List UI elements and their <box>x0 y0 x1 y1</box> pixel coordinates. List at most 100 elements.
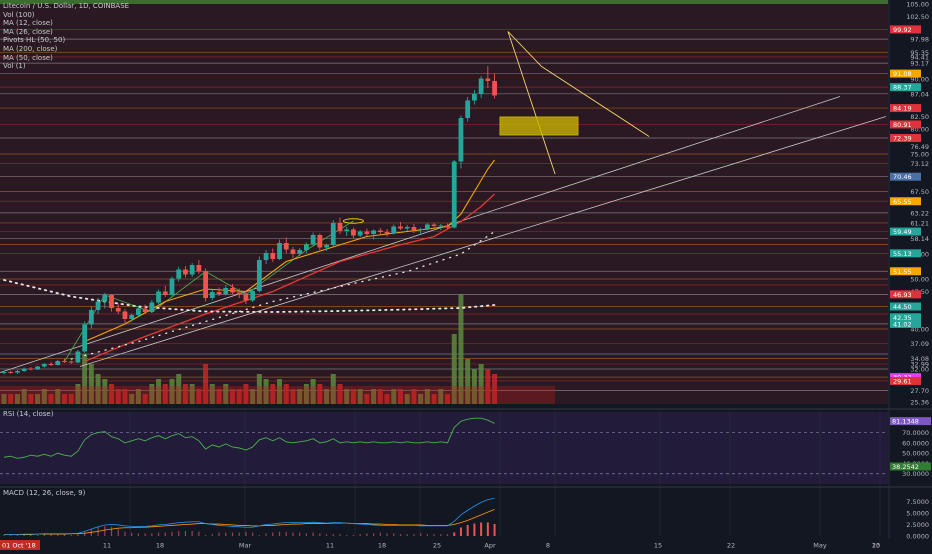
volume-bar <box>337 384 343 404</box>
candle-body <box>136 308 141 315</box>
macd-histogram-bar <box>238 532 240 536</box>
macd-histogram-bar <box>43 534 45 536</box>
volume-bar <box>61 394 67 404</box>
price-tick-label: 80.00 <box>910 126 929 134</box>
volume-bar <box>48 394 54 404</box>
volume-bar <box>391 389 397 404</box>
candle-body <box>109 295 114 308</box>
indicator-ma-200[interactable]: MA (200, close) <box>3 44 58 53</box>
macd-histogram-bar <box>258 535 260 536</box>
indicator-ma-26[interactable]: MA (26, close) <box>3 27 53 36</box>
macd-histogram-bar <box>211 534 213 536</box>
volume-bar <box>458 294 464 404</box>
price-tag <box>890 302 921 311</box>
candle-body <box>95 301 101 310</box>
macd-histogram-bar <box>493 524 496 536</box>
rsi-low-label: 38.2542 <box>892 463 919 471</box>
volume-bar <box>303 384 309 404</box>
macd-histogram-bar <box>359 534 361 536</box>
macd-tick-label: 5.0000 <box>906 510 929 518</box>
price-tag <box>890 313 921 322</box>
candle-body <box>115 308 121 312</box>
macd-legend[interactable]: MACD (12, 26, close, 9) <box>3 489 86 497</box>
volume-bar <box>350 389 356 404</box>
time-tick-label: 13 <box>872 542 880 550</box>
candle-body <box>384 232 390 234</box>
indicator-ma-50[interactable]: MA (50, close) <box>3 53 53 62</box>
candle-body <box>209 292 215 298</box>
macd-histogram-bar <box>70 535 72 536</box>
trend-line <box>0 96 841 373</box>
rsi-legend[interactable]: RSI (14, close) <box>3 410 54 418</box>
price-tick-label: 95.35 <box>910 49 929 57</box>
volume-bar <box>438 389 444 404</box>
macd-histogram-bar <box>373 533 375 536</box>
volume-bar <box>35 394 41 404</box>
candle-body <box>129 315 135 319</box>
candle-body <box>283 243 289 250</box>
symbol-title[interactable]: Litecoin / U.S. Dollar, 1D, COINBASE <box>3 2 130 10</box>
macd-histogram-bar <box>339 534 341 536</box>
volume-bar <box>209 384 215 404</box>
volume-bar <box>270 384 276 404</box>
macd-histogram-bar <box>50 534 52 536</box>
candle-body <box>35 366 40 370</box>
volume-bar <box>216 389 222 404</box>
candle-body <box>62 361 67 362</box>
price-tag <box>890 69 921 78</box>
price-tick-label: 32.99 <box>910 361 929 369</box>
candle-body <box>183 269 188 275</box>
annotation-line <box>507 31 556 175</box>
macd-histogram-bar <box>413 534 415 536</box>
time-tick-label: 15 <box>654 542 662 550</box>
candle-body <box>156 291 161 303</box>
candle-body <box>364 231 370 234</box>
volume-bar <box>229 389 235 404</box>
macd-signal-line <box>4 508 495 536</box>
volume-bar <box>109 384 115 404</box>
indicator-pivots-hl[interactable]: Pivots HL (50, 50) <box>3 36 66 45</box>
macd-histogram-bar <box>157 532 160 536</box>
price-tag-label: 70.46 <box>893 173 912 181</box>
main-pane-background <box>0 4 888 404</box>
price-tick-label: 102.50 <box>906 13 929 21</box>
candle-body <box>21 368 27 371</box>
price-tag <box>890 319 921 328</box>
macd-histogram-bar <box>466 525 469 536</box>
volume-bar <box>411 389 417 404</box>
time-tag <box>0 540 40 550</box>
indicator-vol-1[interactable]: Vol (1) <box>3 62 26 71</box>
macd-histogram-bar <box>23 534 25 536</box>
candle-body <box>398 226 403 229</box>
volume-bar <box>142 394 148 404</box>
candle-body <box>196 265 202 272</box>
macd-histogram-bar <box>37 535 39 536</box>
macd-histogram-bar <box>426 534 428 536</box>
price-tag <box>890 83 921 92</box>
macd-histogram-bar <box>386 533 388 536</box>
volume-bar <box>492 374 498 404</box>
candle-body <box>15 371 20 373</box>
candle-body <box>445 225 450 228</box>
time-tick-label: May <box>813 542 827 550</box>
price-tag <box>890 120 921 129</box>
price-tag-label: 80.91 <box>893 121 912 129</box>
macd-histogram-bar <box>57 534 59 536</box>
candle-body <box>230 288 235 293</box>
macd-tick-label: 2.5000 <box>906 521 929 529</box>
macd-histogram-bar <box>459 527 462 536</box>
macd-histogram-bar <box>245 531 247 536</box>
volume-bar <box>88 364 94 404</box>
rsi-line <box>3 417 495 459</box>
indicator-vol-100[interactable]: Vol (100) <box>3 10 35 19</box>
time-tick-label: 8 <box>546 542 550 550</box>
candle-body <box>68 361 74 363</box>
volume-bar <box>451 334 457 404</box>
indicator-ma-12[interactable]: MA (12, close) <box>3 19 53 28</box>
volume-bar <box>371 389 377 404</box>
rsi-tick-label: 70.0000 <box>902 429 929 437</box>
macd-histogram-bar <box>77 534 79 536</box>
rsi-tick-label: 50.0000 <box>902 450 929 458</box>
